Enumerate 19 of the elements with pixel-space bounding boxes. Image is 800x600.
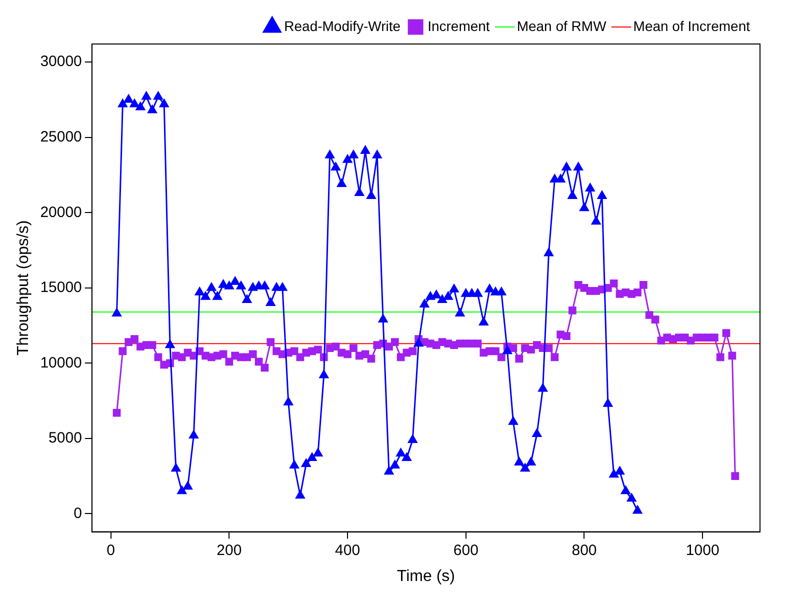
y-tick-label: 25000 (40, 128, 82, 146)
x-tick-label: 200 (216, 542, 242, 559)
y-tick-label: 5000 (48, 430, 82, 447)
y-tick-label: 20000 (40, 204, 82, 221)
x-tick-label: 800 (572, 542, 597, 559)
y-tick-label: 10000 (40, 354, 82, 372)
x-tick-label: 400 (335, 542, 360, 559)
x-axis-title: Time (s) (396, 568, 455, 585)
legend-label: Read-Modify-Write (284, 18, 401, 34)
x-tick-label: 0 (106, 542, 116, 559)
y-axis-title: Throughput (ops/s) (15, 220, 32, 356)
legend-label: Mean of RMW (516, 18, 608, 34)
x-tick-label: 1000 (686, 542, 720, 559)
y-tick-label: 0 (74, 504, 82, 522)
y-tick-label: 15000 (40, 279, 82, 296)
legend-label: Mean of Increment (633, 18, 750, 34)
x-tick-label: 600 (453, 542, 478, 559)
y-tick-label: 30000 (40, 53, 82, 70)
legend-label: Increment (428, 18, 490, 34)
